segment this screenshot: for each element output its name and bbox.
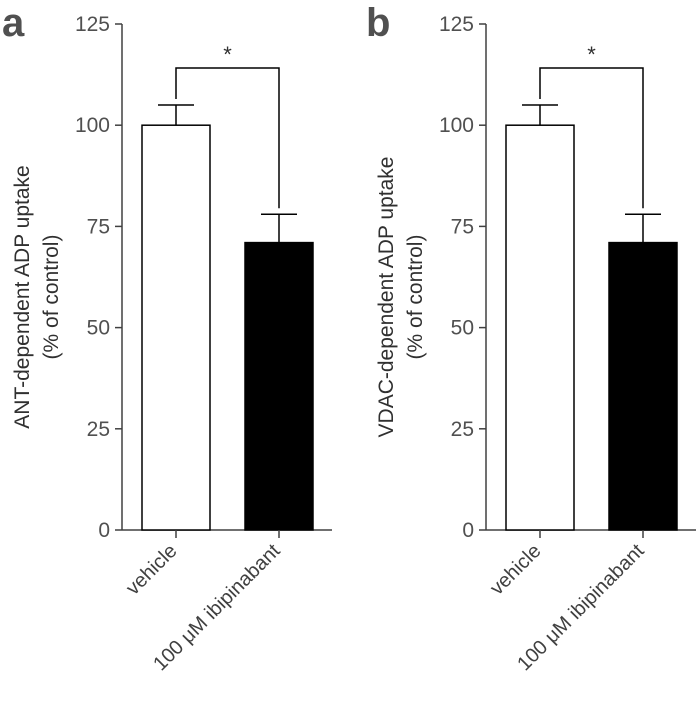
significance-bracket	[539, 67, 644, 209]
bar	[141, 124, 211, 531]
x-tick-label: vehicle	[486, 540, 546, 600]
y-axis-title: VDAC-dependent ADP uptake	[375, 157, 398, 438]
panel-b: b 0 25 50 75 100 125 VDAC-dependent ADP uptake (…	[366, 1, 696, 675]
bar	[505, 124, 575, 531]
y-tick-label: 100	[75, 114, 110, 137]
y-tick-label: 50	[87, 317, 110, 340]
y-axis-title: ANT-dependent ADP uptake	[11, 165, 34, 428]
x-tick-label: vehicle	[122, 540, 182, 600]
y-tick-label: 100	[439, 114, 474, 137]
y-tick-label: 50	[451, 317, 474, 340]
y-tick-label: 25	[87, 418, 110, 441]
panel-letter: b	[366, 1, 390, 45]
bar	[608, 241, 678, 531]
y-tick-label: 125	[439, 13, 474, 36]
significance-bracket	[175, 67, 280, 209]
y-tick-label: 75	[87, 215, 110, 238]
y-axis-subtitle: (% of control)	[40, 235, 63, 360]
bar	[244, 241, 314, 531]
significance-marker: *	[587, 42, 596, 67]
y-axis-subtitle: (% of control)	[404, 235, 427, 360]
y-tick-label: 125	[75, 13, 110, 36]
y-tick-label: 25	[451, 418, 474, 441]
y-tick-label: 75	[451, 215, 474, 238]
significance-marker: *	[223, 42, 232, 67]
panel-letter: a	[2, 1, 25, 45]
y-tick-label: 0	[98, 519, 110, 542]
panel-a: a 0 25 50 75 100 125 ANT-dependent ADP uptake (%…	[2, 1, 332, 675]
y-tick-label: 0	[462, 519, 474, 542]
